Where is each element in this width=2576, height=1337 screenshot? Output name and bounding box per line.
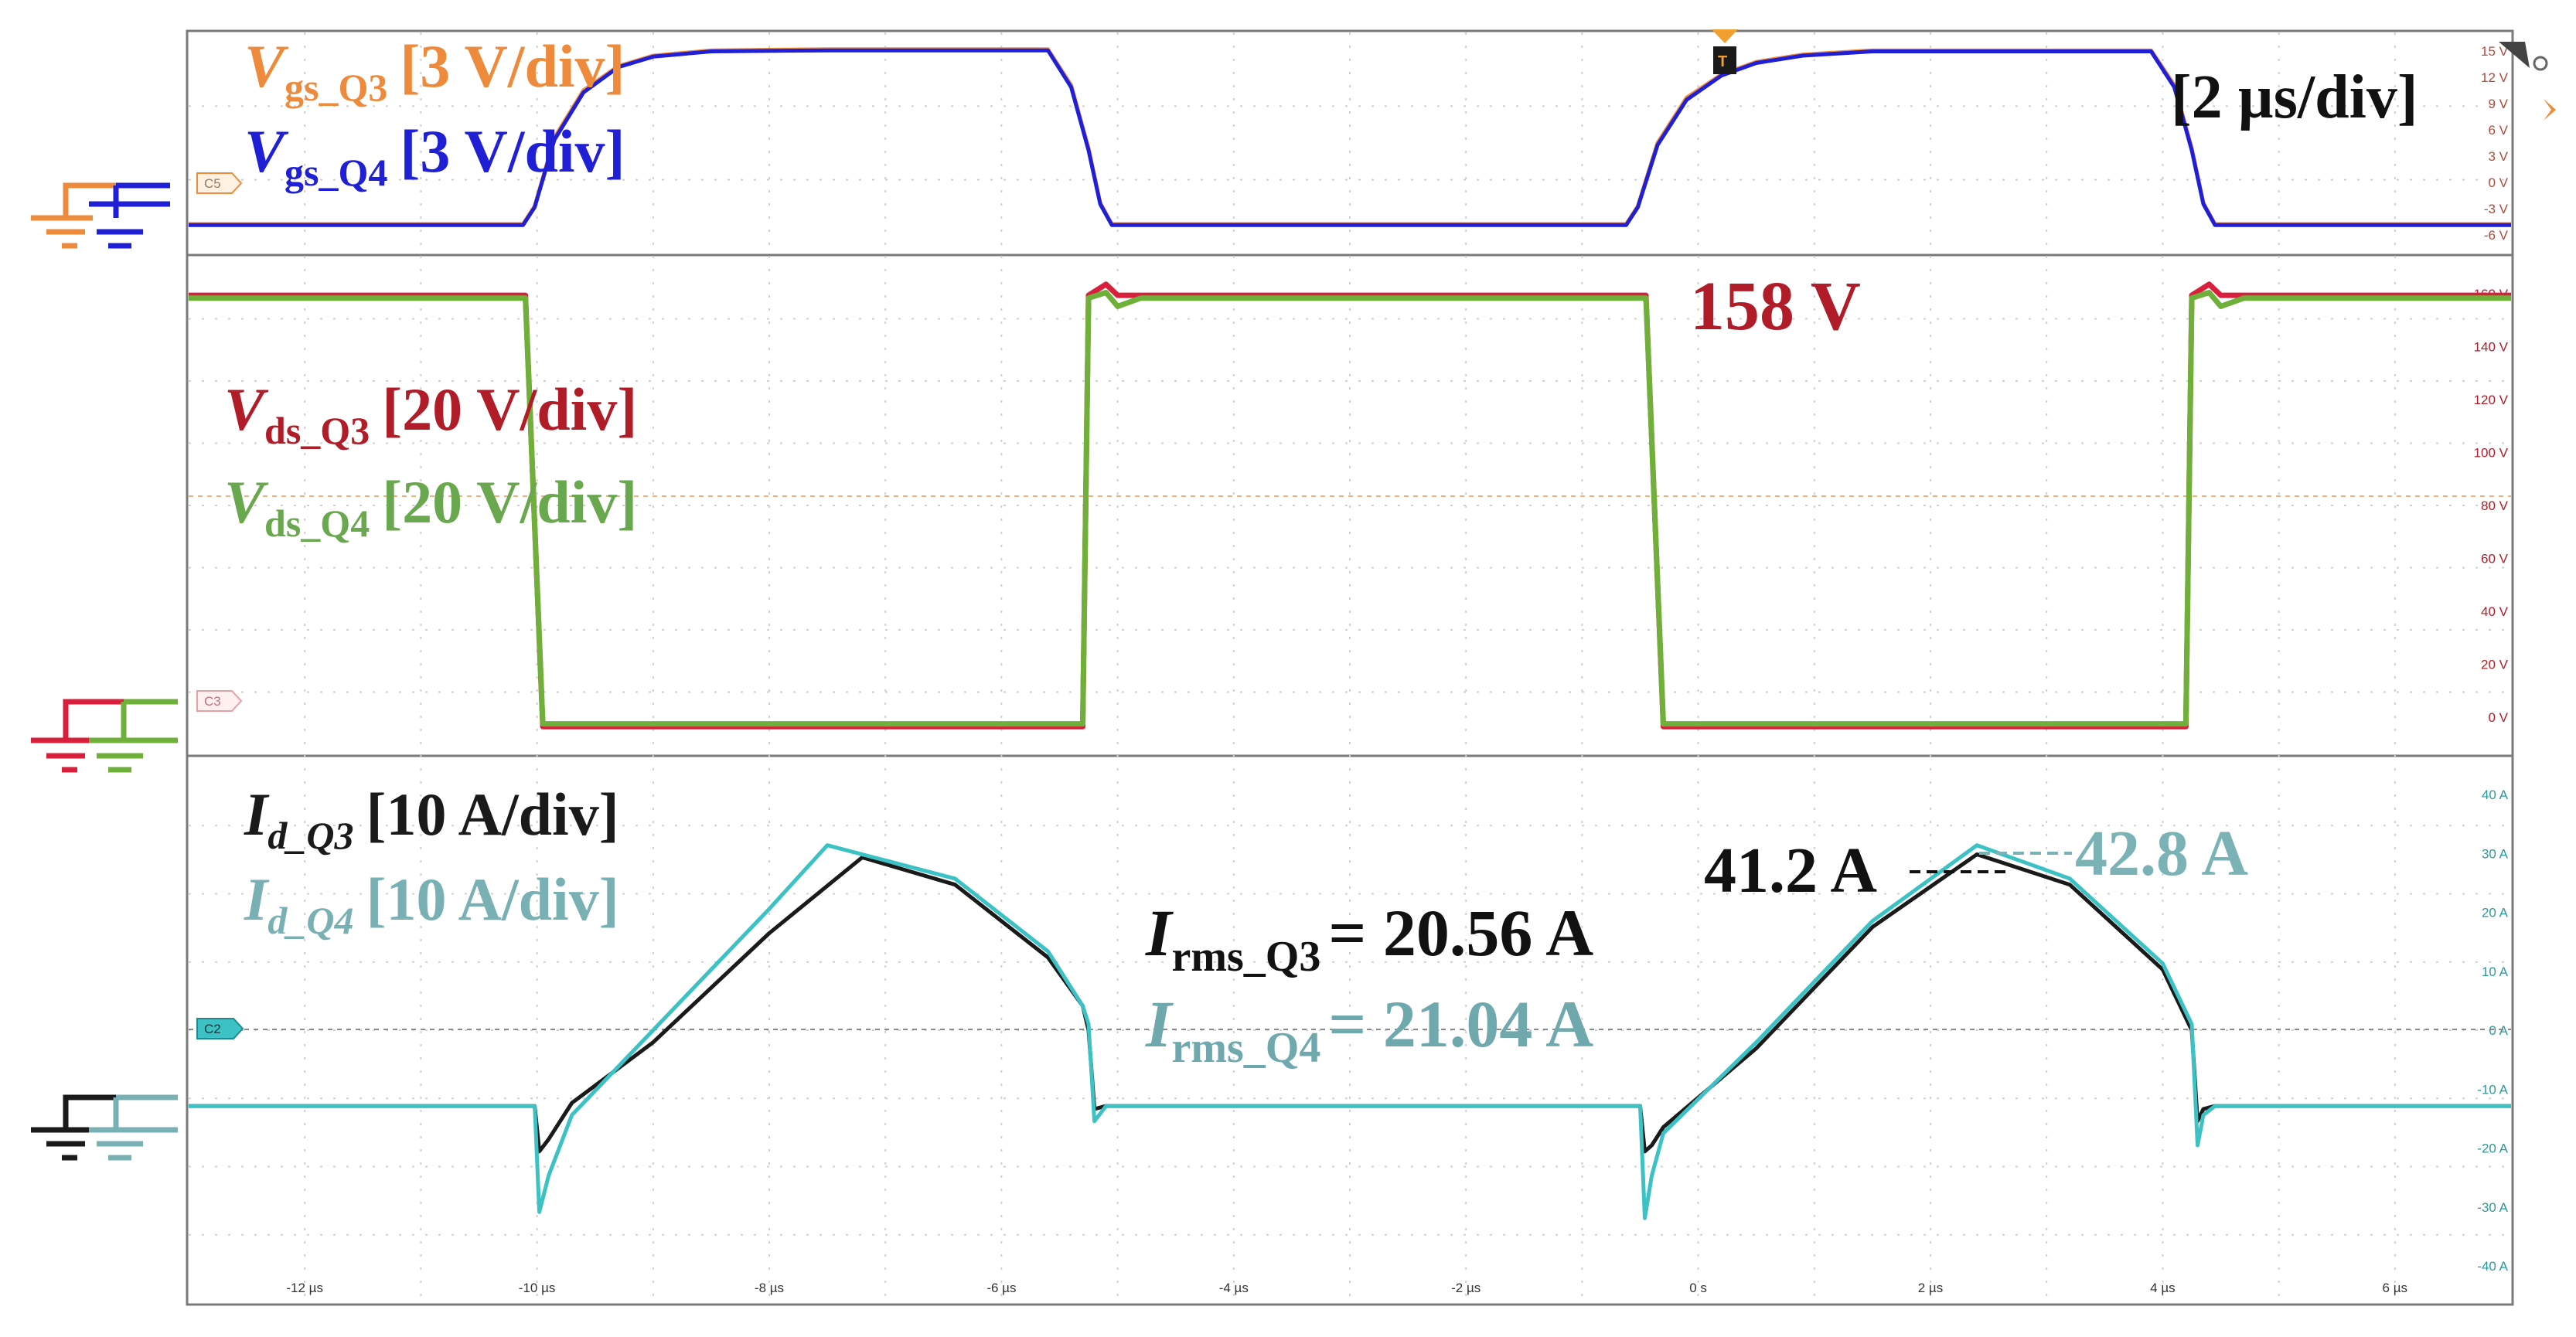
y-tick-label: -6 V: [2484, 228, 2509, 243]
y-tick-label: 0 A: [2489, 1023, 2508, 1038]
y-tick-label: 40 A: [2482, 788, 2509, 802]
x-tick-label: 4 µs: [2150, 1281, 2175, 1295]
svg-text:Vds_Q3[20 V/div]: Vds_Q3 [20 V/div]: [224, 376, 637, 452]
x-tick-label: -6 µs: [986, 1281, 1016, 1295]
svg-text:Vgs_Q4[3 V/div]: Vgs_Q4 [3 V/div]: [244, 117, 625, 194]
x-tick-label: 6 µs: [2383, 1281, 2407, 1295]
timebase-label: [2 µs/div]: [2171, 63, 2418, 131]
y-tick-label: 20 A: [2482, 906, 2509, 920]
y-tick-label: 0 V: [2488, 175, 2508, 190]
svg-text:Id_Q4[10 A/div]: Id_Q4 [10 A/div]: [244, 866, 619, 942]
svg-text:C2: C2: [204, 1022, 221, 1036]
graticule: [189, 32, 2511, 1303]
y-tick-label: 3 V: [2488, 149, 2508, 164]
y-tick-label: -10 A: [2477, 1082, 2508, 1097]
vds-q3-label: Vds_Q3 [20 V/div]: [224, 376, 637, 452]
y-tick-label: 30 A: [2482, 846, 2509, 861]
y-tick-label: 10 A: [2482, 964, 2509, 979]
x-tick-label: -8 µs: [755, 1281, 784, 1295]
x-tick-label: -4 µs: [1219, 1281, 1249, 1295]
x-axis-ticks: -12 µs -10 µs -8 µs -6 µs -4 µs -2 µs 0 s 2 µs 4…: [286, 1281, 2407, 1295]
vds-voltage-annotation: 158 V: [1690, 268, 1861, 345]
y-tick-label: 100 V: [2474, 446, 2509, 461]
y-tick-label: 9 V: [2488, 97, 2508, 111]
irms-q3-label: Irms_Q3 = 20.56 A: [1145, 896, 1593, 981]
id-q3-label: Id_Q3 [10 A/div]: [244, 781, 619, 857]
svg-text:Irms_Q3= 20.56 A: Irms_Q3 = 20.56 A: [1145, 896, 1593, 981]
svg-text:C5: C5: [204, 176, 221, 191]
y-tick-label: 15 V: [2481, 44, 2509, 59]
channel-badge-c5[interactable]: C5: [196, 172, 243, 194]
x-tick-label: 0 s: [1689, 1281, 1707, 1295]
y-tick-label: -20 A: [2477, 1141, 2508, 1156]
irms-q4-label: Irms_Q4 = 21.04 A: [1145, 987, 1593, 1072]
svg-text:C3: C3: [204, 694, 221, 709]
vgs-q3-label: Vgs_Q3 [3 V/div]: [244, 32, 625, 109]
y-tick-label: 0 V: [2488, 710, 2508, 725]
svg-text:T: T: [1718, 53, 1727, 70]
waveform-traces: [189, 47, 2511, 1220]
y-tick-label: 80 V: [2481, 498, 2509, 513]
x-tick-label: -10 µs: [519, 1281, 556, 1295]
y-tick-label: -3 V: [2484, 202, 2509, 216]
ground-marker-id: [31, 1094, 178, 1161]
x-tick-label: -12 µs: [286, 1281, 323, 1295]
vgs-y-ticks: 15 V 12 V 9 V 6 V 3 V 0 V -3 V -6 V: [2481, 44, 2509, 243]
svg-text:Irms_Q4= 21.04 A: Irms_Q4 = 21.04 A: [1145, 987, 1593, 1072]
y-tick-label: 12 V: [2481, 70, 2509, 85]
y-tick-label: 120 V: [2474, 393, 2509, 407]
y-tick-label: 60 V: [2481, 552, 2509, 566]
channel-badge-c3[interactable]: C3: [196, 690, 243, 712]
id-q4-label: Id_Q4 [10 A/div]: [244, 866, 619, 942]
trace-v-gs-q4: [189, 48, 2511, 227]
svg-text:Vgs_Q3[3 V/div]: Vgs_Q3 [3 V/div]: [244, 32, 625, 109]
ground-marker-vds: [31, 699, 178, 773]
trace-i-d-q4: [189, 843, 2511, 1220]
ground-marker-vgs: [31, 182, 170, 249]
y-tick-label: 20 V: [2481, 658, 2509, 672]
y-tick-label: -30 A: [2477, 1200, 2508, 1215]
y-tick-label: 40 V: [2481, 604, 2509, 619]
x-tick-label: -2 µs: [1451, 1281, 1481, 1295]
trace-v-ds-q4: [189, 290, 2511, 727]
svg-text:Vds_Q4[20 V/div]: Vds_Q4 [20 V/div]: [224, 468, 637, 545]
peak-q4-annotation: 42.8 A: [2075, 818, 2248, 890]
y-tick-label: 140 V: [2474, 340, 2509, 355]
x-tick-label: 2 µs: [1918, 1281, 1943, 1295]
y-tick-label: 6 V: [2488, 123, 2508, 138]
vgs-q4-label: Vgs_Q4 [3 V/div]: [244, 117, 625, 194]
channel-badge-c2[interactable]: C2: [196, 1018, 244, 1039]
scope-corner-icon[interactable]: [2499, 42, 2556, 121]
id-y-ticks: 40 A 30 A 20 A 10 A 0 A -10 A -20 A -30 A -40 A: [2477, 788, 2508, 1274]
y-tick-label: -40 A: [2477, 1259, 2508, 1274]
trigger-marker[interactable]: T: [1712, 29, 1738, 74]
peak-q3-annotation: 41.2 A: [1704, 835, 1877, 907]
svg-text:Id_Q3[10 A/div]: Id_Q3 [10 A/div]: [244, 781, 619, 857]
vds-q4-label: Vds_Q4 [20 V/div]: [224, 468, 637, 545]
